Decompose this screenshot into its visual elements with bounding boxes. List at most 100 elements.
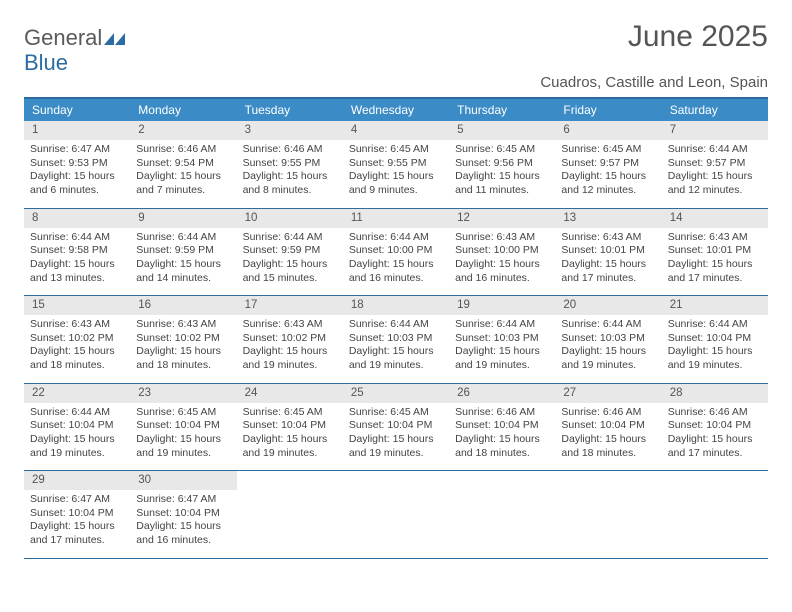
sunset-line: Sunset: 10:03 PM [455,332,549,346]
sunrise-line: Sunrise: 6:46 AM [668,406,762,420]
daylight-line: Daylight: 15 hours and 19 minutes. [243,433,337,460]
sunrise-line: Sunrise: 6:44 AM [349,231,443,245]
week-row: 1Sunrise: 6:47 AMSunset: 9:53 PMDaylight… [24,121,768,209]
daylight-line: Daylight: 15 hours and 12 minutes. [561,170,655,197]
sunset-line: Sunset: 9:57 PM [561,157,655,171]
daylight-line: Daylight: 15 hours and 11 minutes. [455,170,549,197]
day-body: Sunrise: 6:44 AMSunset: 9:57 PMDaylight:… [662,140,768,208]
day-cell: 14Sunrise: 6:43 AMSunset: 10:01 PMDaylig… [662,209,768,296]
day-cell: 8Sunrise: 6:44 AMSunset: 9:58 PMDaylight… [24,209,130,296]
day-cell: 25Sunrise: 6:45 AMSunset: 10:04 PMDaylig… [343,384,449,471]
day-body: Sunrise: 6:43 AMSunset: 10:01 PMDaylight… [555,228,661,296]
day-cell: 11Sunrise: 6:44 AMSunset: 10:00 PMDaylig… [343,209,449,296]
day-cell: 20Sunrise: 6:44 AMSunset: 10:03 PMDaylig… [555,296,661,383]
day-number: 17 [237,296,343,315]
day-body: Sunrise: 6:45 AMSunset: 10:04 PMDaylight… [130,403,236,471]
day-cell: 21Sunrise: 6:44 AMSunset: 10:04 PMDaylig… [662,296,768,383]
sunrise-line: Sunrise: 6:44 AM [668,143,762,157]
day-cell: 24Sunrise: 6:45 AMSunset: 10:04 PMDaylig… [237,384,343,471]
sunrise-line: Sunrise: 6:43 AM [668,231,762,245]
day-number: 22 [24,384,130,403]
day-number: 21 [662,296,768,315]
sunrise-line: Sunrise: 6:45 AM [455,143,549,157]
day-cell: 2Sunrise: 6:46 AMSunset: 9:54 PMDaylight… [130,121,236,208]
sunset-line: Sunset: 9:55 PM [243,157,337,171]
sunrise-line: Sunrise: 6:45 AM [561,143,655,157]
daylight-line: Daylight: 15 hours and 17 minutes. [561,258,655,285]
day-cell: 27Sunrise: 6:46 AMSunset: 10:04 PMDaylig… [555,384,661,471]
day-cell: 1Sunrise: 6:47 AMSunset: 9:53 PMDaylight… [24,121,130,208]
daylight-line: Daylight: 15 hours and 7 minutes. [136,170,230,197]
calendar: SundayMondayTuesdayWednesdayThursdayFrid… [24,97,768,559]
sunset-line: Sunset: 10:00 PM [349,244,443,258]
sunset-line: Sunset: 10:01 PM [561,244,655,258]
daylight-line: Daylight: 15 hours and 17 minutes. [668,258,762,285]
day-number: 12 [449,209,555,228]
sunrise-line: Sunrise: 6:45 AM [136,406,230,420]
day-body: Sunrise: 6:47 AMSunset: 9:53 PMDaylight:… [24,140,130,208]
logo-mark-icon [104,28,126,51]
sunrise-line: Sunrise: 6:43 AM [455,231,549,245]
day-number: 8 [24,209,130,228]
day-number: 26 [449,384,555,403]
daylight-line: Daylight: 15 hours and 9 minutes. [349,170,443,197]
day-body: Sunrise: 6:47 AMSunset: 10:04 PMDaylight… [24,490,130,558]
day-body: Sunrise: 6:43 AMSunset: 10:01 PMDaylight… [662,228,768,296]
daylight-line: Daylight: 15 hours and 13 minutes. [30,258,124,285]
daylight-line: Daylight: 15 hours and 19 minutes. [136,433,230,460]
sunrise-line: Sunrise: 6:43 AM [243,318,337,332]
daylight-line: Daylight: 15 hours and 17 minutes. [30,520,124,547]
location-label: Cuadros, Castille and Leon, Spain [24,74,768,91]
day-cell: 4Sunrise: 6:45 AMSunset: 9:55 PMDaylight… [343,121,449,208]
day-body: Sunrise: 6:44 AMSunset: 10:03 PMDaylight… [449,315,555,383]
day-body: Sunrise: 6:45 AMSunset: 10:04 PMDaylight… [343,403,449,471]
daylight-line: Daylight: 15 hours and 19 minutes. [349,345,443,372]
day-number: 7 [662,121,768,140]
daylight-line: Daylight: 15 hours and 6 minutes. [30,170,124,197]
weekday-header-row: SundayMondayTuesdayWednesdayThursdayFrid… [24,99,768,121]
day-number: 4 [343,121,449,140]
day-body: Sunrise: 6:44 AMSunset: 10:04 PMDaylight… [662,315,768,383]
logo: General Blue [24,20,126,74]
sunset-line: Sunset: 10:01 PM [668,244,762,258]
day-cell: 22Sunrise: 6:44 AMSunset: 10:04 PMDaylig… [24,384,130,471]
day-cell: 19Sunrise: 6:44 AMSunset: 10:03 PMDaylig… [449,296,555,383]
daylight-line: Daylight: 15 hours and 18 minutes. [561,433,655,460]
day-cell: 7Sunrise: 6:44 AMSunset: 9:57 PMDaylight… [662,121,768,208]
calendar-page: General Blue June 2025 Cuadros, Castille… [0,0,792,579]
day-cell: 12Sunrise: 6:43 AMSunset: 10:00 PMDaylig… [449,209,555,296]
sunset-line: Sunset: 10:04 PM [349,419,443,433]
sunset-line: Sunset: 10:03 PM [349,332,443,346]
day-body: Sunrise: 6:45 AMSunset: 9:56 PMDaylight:… [449,140,555,208]
day-body: Sunrise: 6:45 AMSunset: 10:04 PMDaylight… [237,403,343,471]
sunset-line: Sunset: 10:04 PM [668,419,762,433]
sunset-line: Sunset: 9:53 PM [30,157,124,171]
sunset-line: Sunset: 10:04 PM [30,507,124,521]
day-body: Sunrise: 6:45 AMSunset: 9:57 PMDaylight:… [555,140,661,208]
day-number: 27 [555,384,661,403]
day-body: Sunrise: 6:43 AMSunset: 10:00 PMDaylight… [449,228,555,296]
sunrise-line: Sunrise: 6:44 AM [349,318,443,332]
day-number: 15 [24,296,130,315]
sunset-line: Sunset: 10:02 PM [136,332,230,346]
day-body: Sunrise: 6:46 AMSunset: 9:55 PMDaylight:… [237,140,343,208]
daylight-line: Daylight: 15 hours and 18 minutes. [455,433,549,460]
sunset-line: Sunset: 9:58 PM [30,244,124,258]
daylight-line: Daylight: 15 hours and 8 minutes. [243,170,337,197]
day-number: 20 [555,296,661,315]
day-number: 6 [555,121,661,140]
daylight-line: Daylight: 15 hours and 15 minutes. [243,258,337,285]
day-body: Sunrise: 6:45 AMSunset: 9:55 PMDaylight:… [343,140,449,208]
daylight-line: Daylight: 15 hours and 18 minutes. [136,345,230,372]
day-number: 10 [237,209,343,228]
daylight-line: Daylight: 15 hours and 16 minutes. [349,258,443,285]
day-number: 19 [449,296,555,315]
sunset-line: Sunset: 10:00 PM [455,244,549,258]
sunrise-line: Sunrise: 6:44 AM [455,318,549,332]
day-number: 16 [130,296,236,315]
sunrise-line: Sunrise: 6:44 AM [243,231,337,245]
day-body: Sunrise: 6:46 AMSunset: 10:04 PMDaylight… [449,403,555,471]
day-body: Sunrise: 6:46 AMSunset: 10:04 PMDaylight… [555,403,661,471]
sunset-line: Sunset: 10:04 PM [136,507,230,521]
day-body: Sunrise: 6:44 AMSunset: 10:00 PMDaylight… [343,228,449,296]
